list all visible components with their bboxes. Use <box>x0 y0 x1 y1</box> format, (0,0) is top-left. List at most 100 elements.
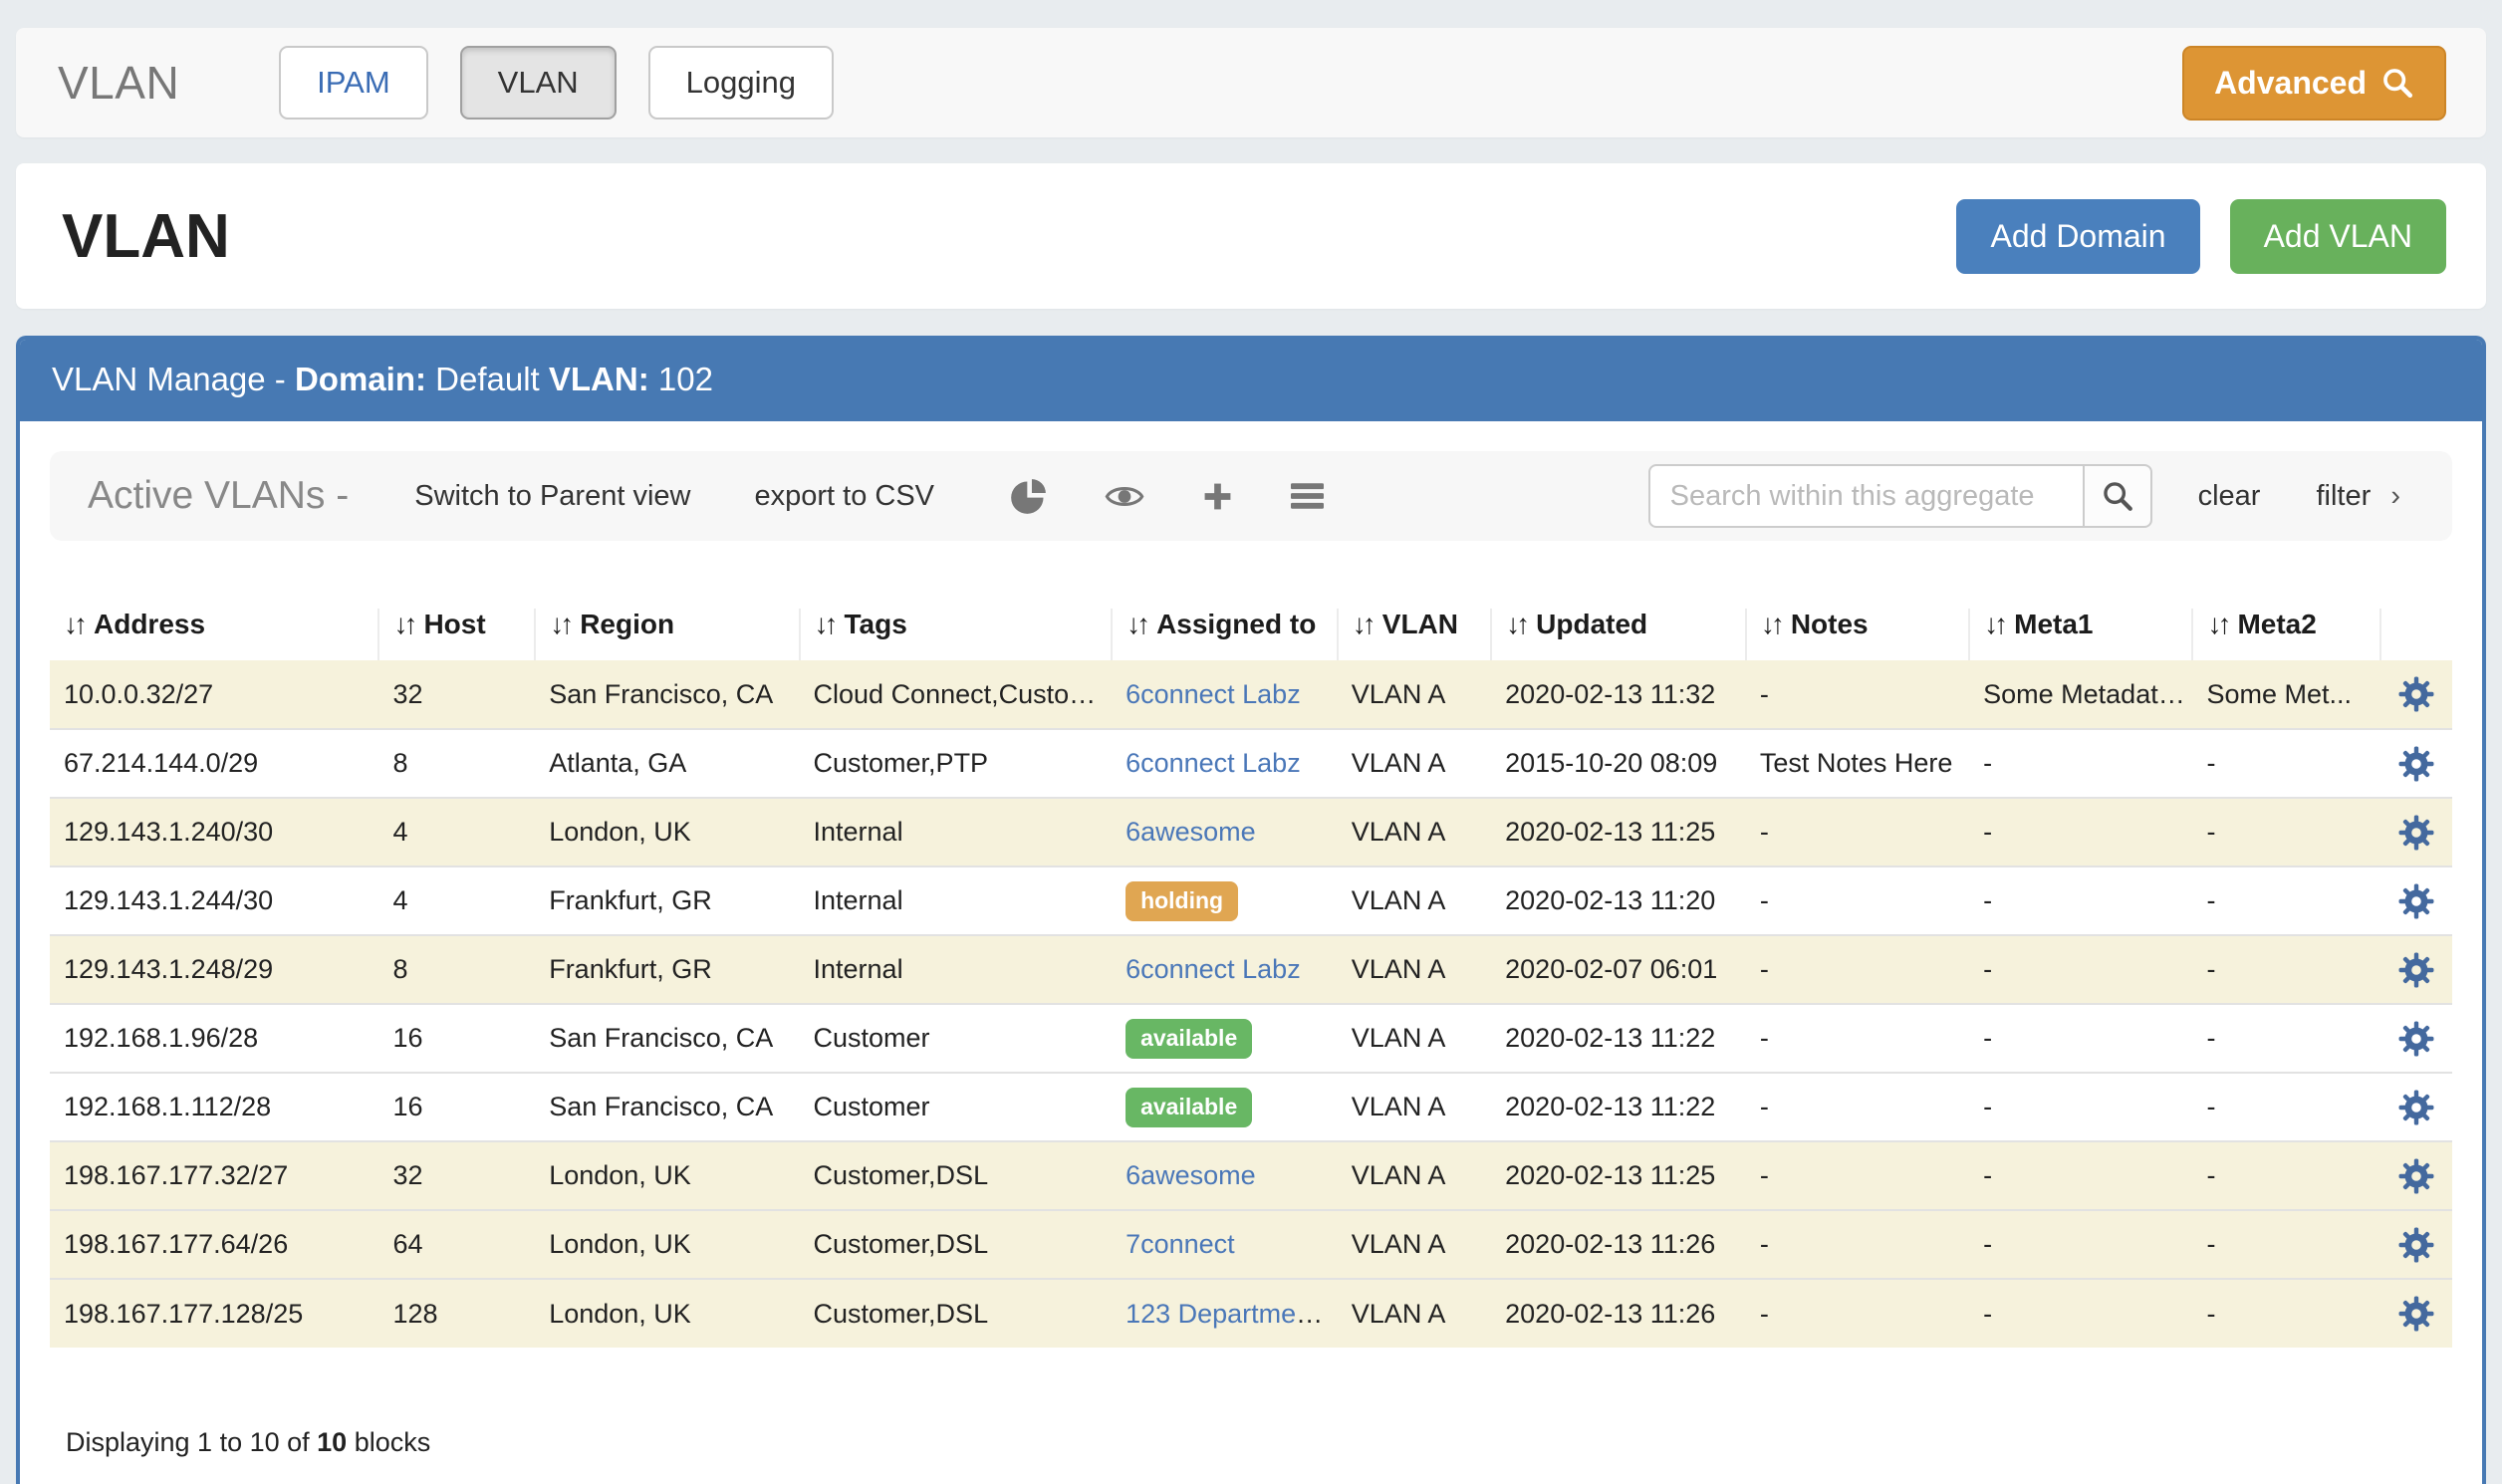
footer-suffix: blocks <box>347 1427 430 1457</box>
cell-assigned: 6connect Labz <box>1112 660 1338 729</box>
gear-icon[interactable] <box>2398 952 2434 988</box>
cell-meta1: Some Metadata 1 <box>1969 660 2192 729</box>
export-csv-link[interactable]: export to CSV <box>754 480 934 513</box>
table-row: 129.143.1.244/304Frankfurt, GRInternalho… <box>50 866 2452 935</box>
column-header-assigned[interactable]: ↓↑Assigned to <box>1112 609 1338 660</box>
cell-meta1: - <box>1969 866 2192 935</box>
cell-notes: - <box>1746 798 1969 866</box>
eye-icon[interactable] <box>1105 482 1144 511</box>
cell-assigned: 123 Department... <box>1112 1279 1338 1348</box>
cell-meta2: Some Met... <box>2192 660 2379 729</box>
search-button[interactable] <box>2085 464 2152 528</box>
clear-link[interactable]: clear <box>2198 480 2261 513</box>
cell-region: Atlanta, GA <box>535 729 799 798</box>
cell-region: London, UK <box>535 1141 799 1210</box>
sort-icon: ↓↑ <box>1984 609 2004 639</box>
gear-icon[interactable] <box>2398 1021 2434 1057</box>
cell-region: San Francisco, CA <box>535 1073 799 1141</box>
sort-icon: ↓↑ <box>64 609 84 639</box>
cell-notes: - <box>1746 1141 1969 1210</box>
filter-link[interactable]: filter › <box>2316 480 2400 513</box>
cell-updated: 2020-02-13 11:22 <box>1491 1004 1746 1073</box>
status-badge[interactable]: holding <box>1126 881 1238 921</box>
cell-vlan: VLAN A <box>1338 1279 1491 1348</box>
add-domain-button[interactable]: Add Domain <box>1956 199 2199 274</box>
assigned-link[interactable]: 123 Department... <box>1126 1299 1338 1329</box>
table-row: 67.214.144.0/298Atlanta, GACustomer,PTP6… <box>50 729 2452 798</box>
column-label: Host <box>423 609 485 639</box>
sort-icon: ↓↑ <box>393 609 413 639</box>
assigned-link[interactable]: 7connect <box>1126 1229 1235 1259</box>
tab-ipam[interactable]: IPAM <box>279 46 428 120</box>
switch-parent-view-link[interactable]: Switch to Parent view <box>414 480 690 513</box>
gear-icon[interactable] <box>2398 746 2434 782</box>
page-header: VLAN Add Domain Add VLAN <box>16 163 2486 309</box>
column-header-vlan[interactable]: ↓↑VLAN <box>1338 609 1491 660</box>
cell-meta2: - <box>2192 1073 2379 1141</box>
cell-meta2: - <box>2192 866 2379 935</box>
cell-actions <box>2380 935 2452 1004</box>
cell-vlan: VLAN A <box>1338 866 1491 935</box>
panel-title-part: Domain: <box>295 361 426 397</box>
cell-host: 4 <box>378 798 535 866</box>
vlan-table: ↓↑Address↓↑Host↓↑Region↓↑Tags↓↑Assigned … <box>50 609 2452 1348</box>
tab-logging[interactable]: Logging <box>648 46 834 120</box>
column-label: Tags <box>845 609 907 639</box>
status-badge[interactable]: available <box>1126 1019 1252 1059</box>
menu-icon[interactable] <box>1291 482 1324 510</box>
column-header-tags[interactable]: ↓↑Tags <box>800 609 1113 660</box>
cell-host: 8 <box>378 729 535 798</box>
cell-notes: - <box>1746 1279 1969 1348</box>
assigned-link[interactable]: 6awesome <box>1126 1160 1256 1190</box>
column-header-host[interactable]: ↓↑ Host <box>378 609 535 660</box>
cell-address: 192.168.1.96/28 <box>50 1004 378 1073</box>
cell-notes: - <box>1746 1004 1969 1073</box>
column-header-region[interactable]: ↓↑Region <box>535 609 799 660</box>
cell-meta1: - <box>1969 1210 2192 1279</box>
column-header-updated[interactable]: ↓↑Updated <box>1491 609 1746 660</box>
nav-tabs: IPAM VLAN Logging <box>279 46 866 120</box>
plus-icon[interactable] <box>1202 481 1233 512</box>
assigned-link[interactable]: 6connect Labz <box>1126 954 1301 984</box>
column-header-meta2[interactable]: ↓↑Meta2 <box>2192 609 2379 660</box>
assigned-link[interactable]: 6awesome <box>1126 817 1256 847</box>
tab-vlan[interactable]: VLAN <box>460 46 617 120</box>
cell-assigned: 6awesome <box>1112 798 1338 866</box>
gear-icon[interactable] <box>2398 1227 2434 1263</box>
gear-icon[interactable] <box>2398 1090 2434 1125</box>
toolbar-icons <box>1010 478 1324 515</box>
cell-host: 8 <box>378 935 535 1004</box>
column-header-actions <box>2380 609 2452 660</box>
column-label: Meta2 <box>2237 609 2316 639</box>
column-header-notes[interactable]: ↓↑Notes <box>1746 609 1969 660</box>
cell-meta1: - <box>1969 935 2192 1004</box>
add-vlan-button[interactable]: Add VLAN <box>2230 199 2446 274</box>
assigned-link[interactable]: 6connect Labz <box>1126 679 1301 709</box>
cell-host: 16 <box>378 1004 535 1073</box>
gear-icon[interactable] <box>2398 815 2434 851</box>
cell-actions <box>2380 866 2452 935</box>
cell-meta1: - <box>1969 1141 2192 1210</box>
cell-actions <box>2380 660 2452 729</box>
advanced-search-button[interactable]: Advanced <box>2182 46 2446 121</box>
cell-actions <box>2380 1141 2452 1210</box>
cell-notes: - <box>1746 660 1969 729</box>
page-title: VLAN <box>62 201 230 272</box>
cell-meta1: - <box>1969 1279 2192 1348</box>
pie-chart-icon[interactable] <box>1010 478 1047 515</box>
gear-icon[interactable] <box>2398 1158 2434 1194</box>
assigned-link[interactable]: 6connect Labz <box>1126 748 1301 778</box>
cell-updated: 2020-02-13 11:32 <box>1491 660 1746 729</box>
chevron-right-icon: › <box>2390 480 2400 512</box>
column-header-address[interactable]: ↓↑Address <box>50 609 378 660</box>
table-toolbar: Active VLANs - Switch to Parent view exp… <box>50 451 2452 541</box>
panel-title-part: VLAN Manage - <box>52 361 295 397</box>
cell-address: 129.143.1.248/29 <box>50 935 378 1004</box>
gear-icon[interactable] <box>2398 676 2434 712</box>
search-input[interactable] <box>1648 464 2085 528</box>
status-badge[interactable]: available <box>1126 1088 1252 1127</box>
column-header-meta1[interactable]: ↓↑Meta1 <box>1969 609 2192 660</box>
gear-icon[interactable] <box>2398 1296 2434 1332</box>
gear-icon[interactable] <box>2398 883 2434 919</box>
cell-address: 198.167.177.64/26 <box>50 1210 378 1279</box>
